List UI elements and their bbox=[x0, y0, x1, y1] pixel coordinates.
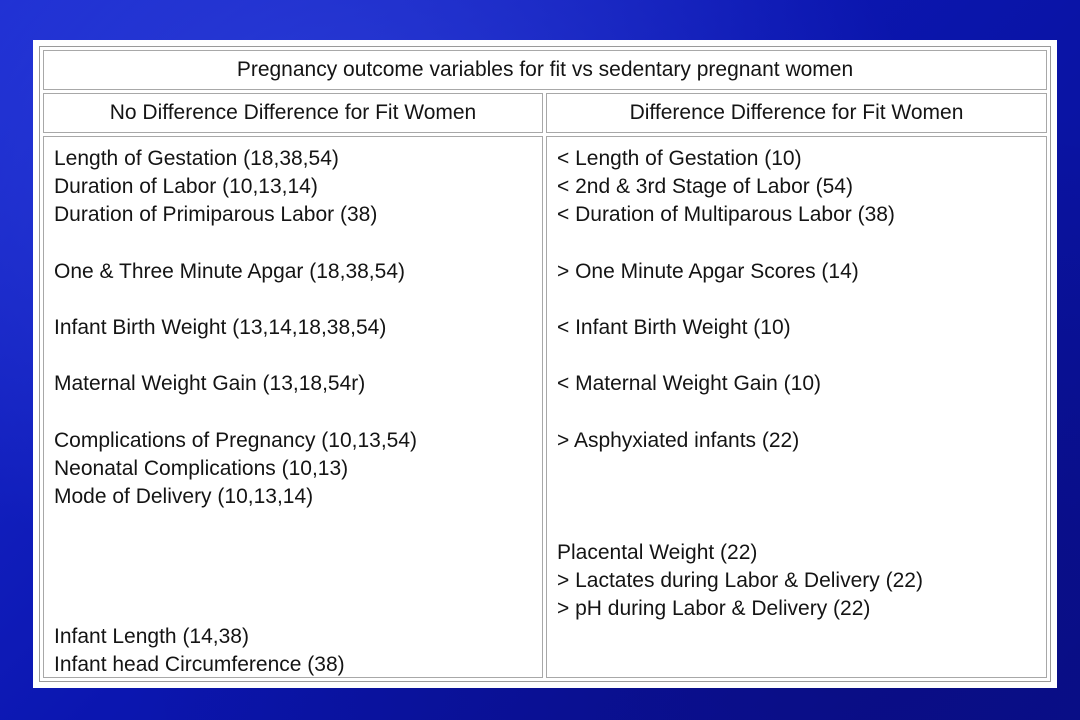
list-item: Placental Weight (22) bbox=[557, 541, 758, 564]
list-item: > pH during Labor & Delivery (22) bbox=[557, 597, 871, 620]
list-item: Infant head Circumference (38) bbox=[54, 653, 345, 676]
list-item: < 2nd & 3rd Stage of Labor (54) bbox=[557, 175, 853, 198]
list-item: Maternal Weight Gain (13,18,54r) bbox=[54, 372, 366, 395]
table-title: Pregnancy outcome variables for fit vs s… bbox=[43, 50, 1047, 90]
no-difference-column: Length of Gestation (18,38,54) Duration … bbox=[43, 136, 543, 678]
list-item: Infant Length (14,38) bbox=[54, 625, 249, 648]
list-item: < Duration of Multiparous Labor (38) bbox=[557, 203, 895, 226]
list-item: > Lactates during Labor & Delivery (22) bbox=[557, 569, 923, 592]
right-column-header: Difference Difference for Fit Women bbox=[546, 93, 1047, 133]
outcome-table: Pregnancy outcome variables for fit vs s… bbox=[39, 46, 1051, 682]
list-item: Length of Gestation (18,38,54) bbox=[54, 147, 339, 170]
list-item: < Maternal Weight Gain (10) bbox=[557, 372, 821, 395]
list-item: Complications of Pregnancy (10,13,54) bbox=[54, 429, 418, 452]
list-item: Duration of Labor (10,13,14) bbox=[54, 175, 318, 198]
list-item: Neonatal Complications (10,13) bbox=[54, 457, 349, 480]
difference-column: < Length of Gestation (10) < 2nd & 3rd S… bbox=[546, 136, 1047, 678]
list-item: > One Minute Apgar Scores (14) bbox=[557, 260, 859, 283]
list-item: < Length of Gestation (10) bbox=[557, 147, 802, 170]
list-item: One & Three Minute Apgar (18,38,54) bbox=[54, 260, 405, 283]
slide-content: Pregnancy outcome variables for fit vs s… bbox=[33, 40, 1057, 688]
list-item: Mode of Delivery (10,13,14) bbox=[54, 485, 314, 508]
list-item: Duration of Primiparous Labor (38) bbox=[54, 203, 378, 226]
list-item: < Infant Birth Weight (10) bbox=[557, 316, 791, 339]
left-column-header: No Difference Difference for Fit Women bbox=[43, 93, 543, 133]
list-item: Infant Birth Weight (13,14,18,38,54) bbox=[54, 316, 387, 339]
list-item: > Asphyxiated infants (22) bbox=[557, 429, 800, 452]
